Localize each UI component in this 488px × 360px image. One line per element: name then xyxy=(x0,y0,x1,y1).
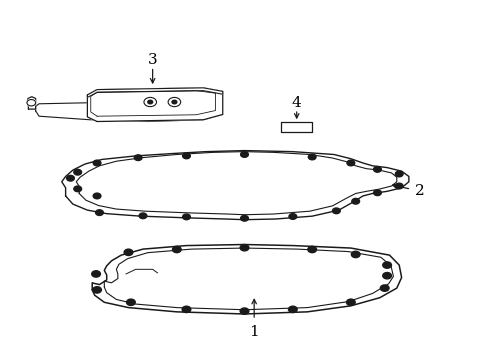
Circle shape xyxy=(382,262,391,268)
Circle shape xyxy=(93,287,101,293)
Circle shape xyxy=(182,306,190,312)
Text: 1: 1 xyxy=(249,325,259,339)
Circle shape xyxy=(124,249,133,256)
Circle shape xyxy=(332,208,340,214)
Circle shape xyxy=(346,160,354,166)
Circle shape xyxy=(74,186,81,192)
Circle shape xyxy=(240,308,248,314)
Circle shape xyxy=(308,154,315,160)
Circle shape xyxy=(351,198,359,204)
Circle shape xyxy=(382,273,391,279)
Circle shape xyxy=(66,175,74,181)
Circle shape xyxy=(346,299,354,306)
Circle shape xyxy=(95,210,103,215)
Circle shape xyxy=(147,100,152,104)
Polygon shape xyxy=(27,97,36,109)
Polygon shape xyxy=(87,88,223,122)
Circle shape xyxy=(394,183,402,189)
Circle shape xyxy=(92,271,100,277)
Circle shape xyxy=(288,306,297,312)
Polygon shape xyxy=(87,88,223,98)
Circle shape xyxy=(307,246,316,253)
Circle shape xyxy=(394,171,402,177)
Text: 2: 2 xyxy=(414,184,424,198)
Circle shape xyxy=(93,193,101,199)
Circle shape xyxy=(182,214,190,220)
Text: 4: 4 xyxy=(291,96,301,110)
Circle shape xyxy=(350,251,359,258)
Circle shape xyxy=(288,214,296,219)
Circle shape xyxy=(373,190,381,195)
Circle shape xyxy=(240,152,248,157)
Circle shape xyxy=(139,213,146,219)
Circle shape xyxy=(167,97,181,107)
Circle shape xyxy=(182,153,190,159)
Circle shape xyxy=(380,285,388,291)
Polygon shape xyxy=(280,122,311,132)
Circle shape xyxy=(134,155,142,161)
Polygon shape xyxy=(92,244,401,314)
Circle shape xyxy=(373,167,381,172)
Circle shape xyxy=(172,100,177,104)
Text: 3: 3 xyxy=(147,53,157,67)
Circle shape xyxy=(240,215,248,221)
Circle shape xyxy=(240,244,248,251)
Circle shape xyxy=(142,97,157,107)
Circle shape xyxy=(26,99,36,106)
Circle shape xyxy=(126,299,135,306)
Circle shape xyxy=(172,246,181,253)
Polygon shape xyxy=(36,103,223,122)
Polygon shape xyxy=(61,150,408,220)
Circle shape xyxy=(74,169,81,175)
Circle shape xyxy=(93,160,101,166)
